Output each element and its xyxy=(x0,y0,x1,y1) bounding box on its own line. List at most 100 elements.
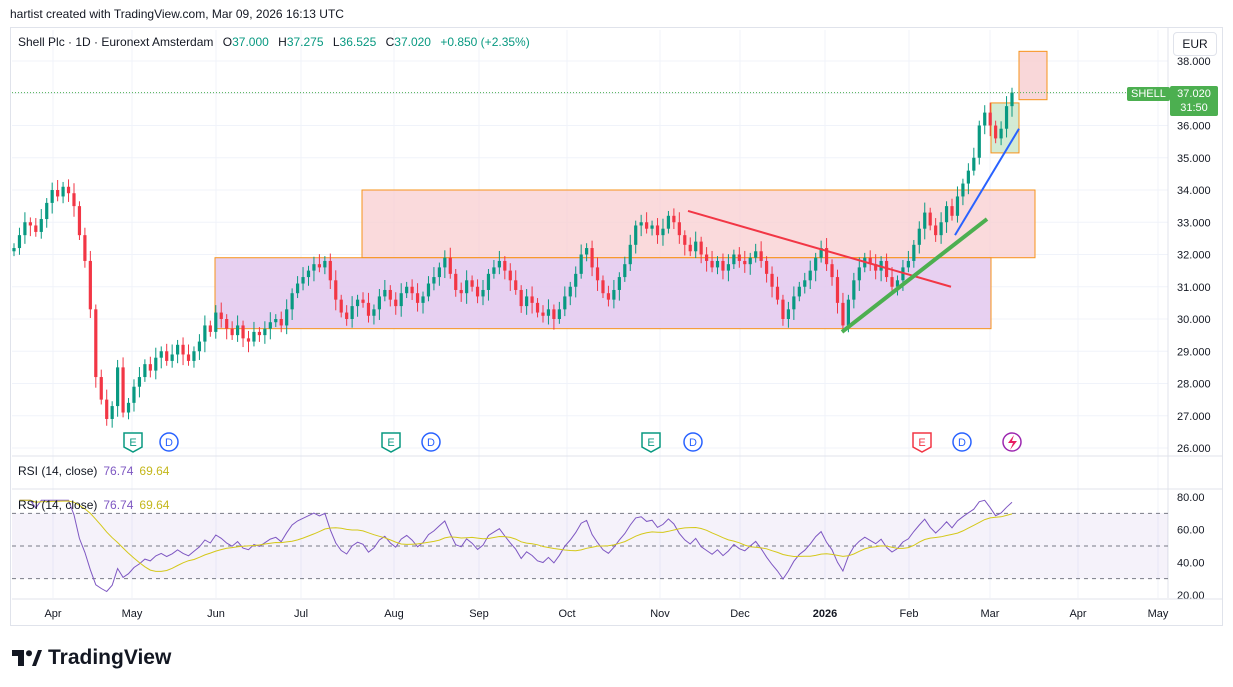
candle-body xyxy=(279,319,283,326)
candle-body xyxy=(661,228,665,236)
candle-body xyxy=(683,235,687,245)
candle-body xyxy=(334,280,338,300)
bar-countdown: 31:50 xyxy=(1180,102,1208,114)
candle-body xyxy=(579,254,583,274)
currency-button[interactable]: EUR xyxy=(1173,32,1217,56)
candle-body xyxy=(192,351,196,361)
candle-body xyxy=(699,241,703,255)
candle-body xyxy=(732,254,736,265)
price-tick-label: 34.000 xyxy=(1177,185,1211,197)
candle-body xyxy=(552,309,556,319)
candle-body xyxy=(917,228,921,245)
candle-body xyxy=(726,264,731,271)
time-tick-label: May xyxy=(122,608,143,620)
candle-body xyxy=(12,248,16,252)
earnings-label: E xyxy=(647,437,654,449)
candle-body xyxy=(623,264,627,278)
open-label: O xyxy=(222,35,233,49)
dividend-icon xyxy=(952,432,972,452)
brand-name: TradingView xyxy=(48,646,172,669)
candle-body xyxy=(574,273,578,287)
green-uptrend xyxy=(840,217,989,334)
candle-body xyxy=(148,364,152,371)
candle-body xyxy=(312,264,316,271)
candle-body xyxy=(868,257,872,265)
candle-body xyxy=(944,206,949,223)
candle-body xyxy=(181,344,185,355)
time-tick-label: Jul xyxy=(294,608,308,620)
candle-body xyxy=(694,241,698,252)
candle-body xyxy=(34,225,38,232)
candle-body xyxy=(110,406,114,419)
candle-body xyxy=(454,273,458,290)
candle-body xyxy=(465,280,469,294)
high-value: 37.275 xyxy=(286,35,324,49)
candle-body xyxy=(437,267,441,278)
tradingview-logo-icon xyxy=(12,650,42,666)
earnings-label: E xyxy=(387,437,394,449)
candle-body xyxy=(786,309,791,319)
candle-body xyxy=(116,367,120,407)
candle-body xyxy=(350,306,354,319)
candle-body xyxy=(568,286,572,297)
candle-body xyxy=(977,125,981,158)
candle-body xyxy=(797,286,801,297)
price-tick-label: 31.000 xyxy=(1177,282,1211,294)
candle-body xyxy=(377,296,381,310)
candle-body xyxy=(1010,92,1014,107)
candle-body xyxy=(208,325,212,332)
dividend-label: D xyxy=(165,437,173,449)
candle-body xyxy=(399,293,403,307)
candle-body xyxy=(290,293,294,310)
candle-body xyxy=(77,206,82,236)
candle-body xyxy=(715,260,720,268)
candle-body xyxy=(470,280,474,287)
candle-body xyxy=(688,244,692,252)
rsi-tick-label: 80.00 xyxy=(1177,492,1205,504)
time-tick-label: Mar xyxy=(981,608,1000,620)
candle-body xyxy=(154,357,158,371)
candle-body xyxy=(246,338,251,342)
candle-body xyxy=(934,225,938,236)
candle-body xyxy=(17,235,22,249)
price-tick-label: 29.000 xyxy=(1177,346,1211,358)
rsi-pane-1-title: RSI (14, close) xyxy=(18,464,98,478)
candle-body xyxy=(497,260,501,268)
candle-body xyxy=(628,244,632,265)
time-axis: Apr May Jun Jul Aug Sep Oct Nov Dec 2026 Feb Mar Apr… xyxy=(12,598,1222,620)
price-tick-label: 26.000 xyxy=(1177,443,1211,455)
chart-frame xyxy=(10,27,1223,626)
candle-body xyxy=(634,225,638,245)
time-tick-label: 2026 xyxy=(813,608,837,620)
candle-body xyxy=(939,222,943,236)
candle-body xyxy=(530,296,534,303)
dividend-icon xyxy=(421,432,441,452)
candle-body xyxy=(514,280,518,290)
tradingview-logo[interactable]: TradingView xyxy=(12,646,171,670)
ohlc-legend: Shell Plc · 1D · Euronext Amsterdam O37.… xyxy=(18,35,536,49)
candle-body xyxy=(672,215,676,223)
candle-body xyxy=(263,328,267,336)
candle-body xyxy=(23,222,27,236)
candle-body xyxy=(219,312,223,319)
rsi-pane-1-value: 76.74 xyxy=(103,464,134,478)
candle-body xyxy=(764,260,769,274)
candle-body xyxy=(923,212,927,229)
candle-body xyxy=(301,277,305,284)
candle-body xyxy=(230,328,234,336)
candle-body xyxy=(590,248,594,268)
candle-body xyxy=(803,280,807,287)
rsi-line xyxy=(19,499,1013,593)
open-value: 37.000 xyxy=(232,35,269,49)
candle-body xyxy=(252,331,256,342)
candle-body xyxy=(617,277,621,290)
red-downtrend xyxy=(687,210,952,288)
candle-body xyxy=(186,354,191,361)
candle-body xyxy=(39,219,43,232)
candle-body xyxy=(372,309,376,316)
candle-body xyxy=(781,299,785,319)
close-value: 37.020 xyxy=(394,35,431,49)
dividend-label: D xyxy=(958,437,966,449)
